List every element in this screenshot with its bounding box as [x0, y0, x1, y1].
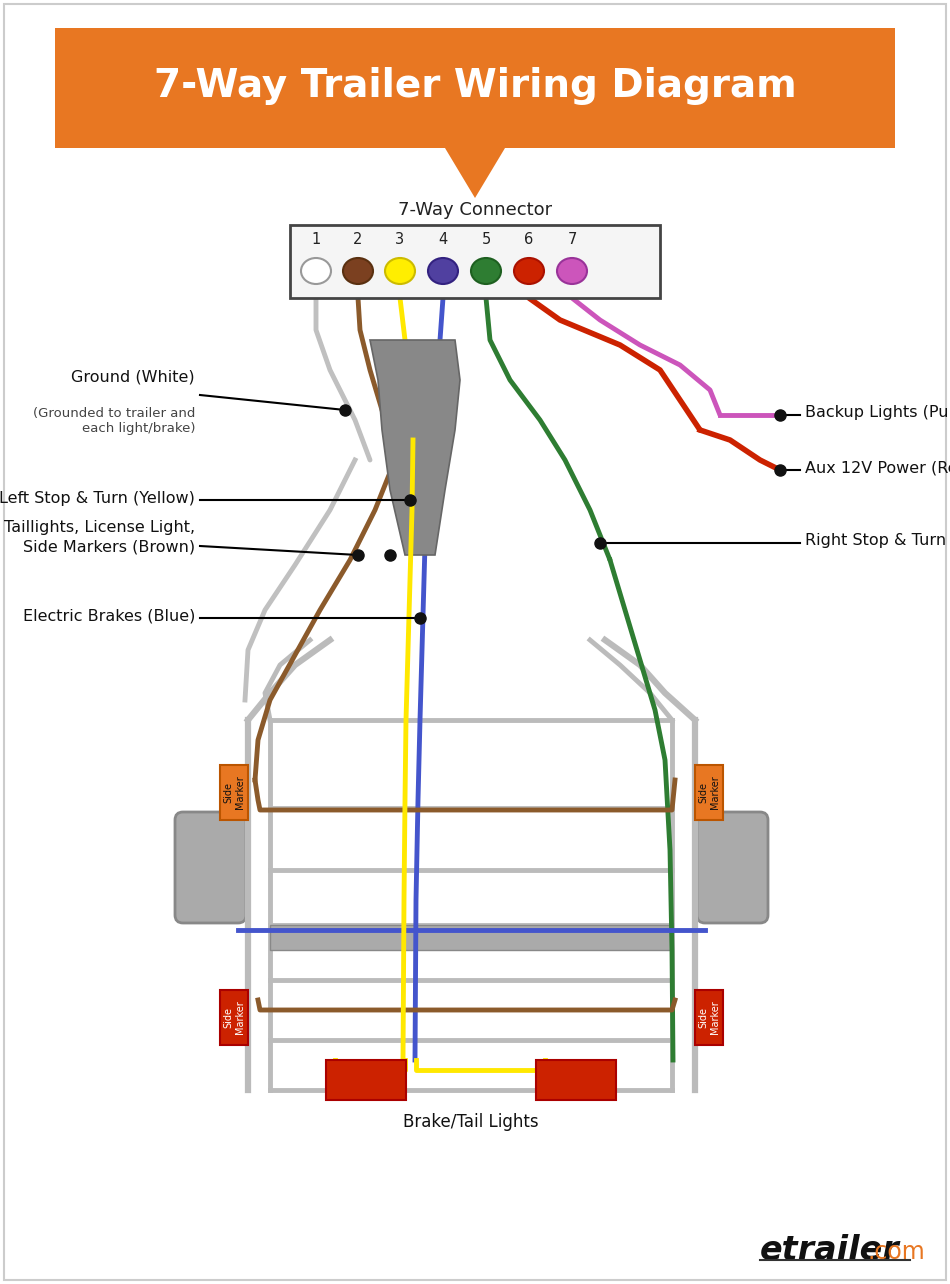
Text: Backup Lights (Purple): Backup Lights (Purple) — [805, 406, 950, 420]
Text: Ground (White): Ground (White) — [71, 370, 195, 385]
FancyBboxPatch shape — [290, 225, 660, 298]
FancyBboxPatch shape — [536, 1061, 616, 1100]
Text: Side
Marker: Side Marker — [698, 1000, 720, 1035]
FancyBboxPatch shape — [220, 765, 248, 820]
Ellipse shape — [514, 258, 544, 284]
Text: etrailer: etrailer — [760, 1234, 900, 1266]
Text: 2: 2 — [353, 231, 363, 247]
Ellipse shape — [385, 258, 415, 284]
Text: Side
Marker: Side Marker — [698, 776, 720, 809]
Text: 7-Way Trailer Wiring Diagram: 7-Way Trailer Wiring Diagram — [154, 67, 796, 105]
Text: Taillights, License Light,: Taillights, License Light, — [4, 520, 195, 535]
Text: Side
Marker: Side Marker — [223, 776, 245, 809]
Text: 3: 3 — [395, 231, 405, 247]
Text: 5: 5 — [482, 231, 490, 247]
Ellipse shape — [343, 258, 373, 284]
Text: 7: 7 — [567, 231, 577, 247]
Ellipse shape — [301, 258, 331, 284]
Polygon shape — [370, 340, 460, 555]
Text: Aux 12V Power (Red): Aux 12V Power (Red) — [805, 461, 950, 475]
Ellipse shape — [557, 258, 587, 284]
Text: (Grounded to trailer and
each light/brake): (Grounded to trailer and each light/brak… — [32, 407, 195, 435]
Text: 6: 6 — [524, 231, 534, 247]
Text: Side
Marker: Side Marker — [223, 1000, 245, 1035]
FancyBboxPatch shape — [695, 990, 723, 1045]
Text: 1: 1 — [312, 231, 320, 247]
Text: Right Stop & Turn (Green): Right Stop & Turn (Green) — [805, 533, 950, 548]
Text: 4: 4 — [438, 231, 447, 247]
FancyBboxPatch shape — [695, 765, 723, 820]
Ellipse shape — [471, 258, 501, 284]
Text: Left Stop & Turn (Yellow): Left Stop & Turn (Yellow) — [0, 490, 195, 506]
FancyBboxPatch shape — [55, 28, 895, 148]
Text: 7-Way Connector: 7-Way Connector — [398, 202, 552, 220]
Polygon shape — [445, 148, 505, 198]
Text: Electric Brakes (Blue): Electric Brakes (Blue) — [23, 609, 195, 624]
Text: Brake/Tail Lights: Brake/Tail Lights — [403, 1113, 539, 1131]
Ellipse shape — [428, 258, 458, 284]
FancyBboxPatch shape — [175, 811, 246, 923]
FancyBboxPatch shape — [326, 1061, 406, 1100]
Text: .com: .com — [868, 1240, 925, 1263]
FancyBboxPatch shape — [270, 924, 672, 950]
Text: Side Markers (Brown): Side Markers (Brown) — [23, 541, 195, 555]
FancyBboxPatch shape — [220, 990, 248, 1045]
FancyBboxPatch shape — [697, 811, 768, 923]
